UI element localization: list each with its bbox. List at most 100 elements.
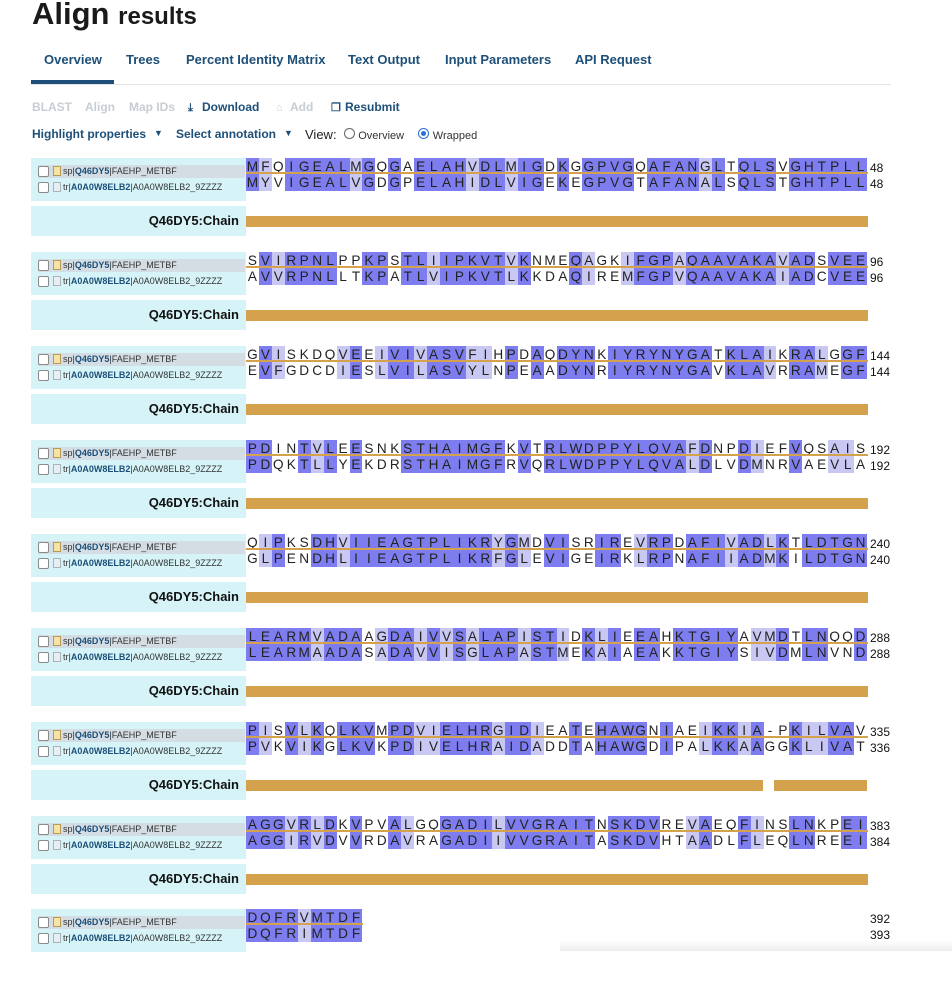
sequence-label-row: sp|Q46DY5|FAEHP_METBF (38, 916, 245, 929)
sequence-accession-link[interactable]: A0A0W8ELB2 (70, 840, 131, 850)
sequence-name[interactable]: tr|A0A0W8ELB2|A0A0W8ELB2_9ZZZZ (63, 463, 222, 475)
chain-annotation-bar[interactable] (246, 874, 868, 885)
sequence-name[interactable]: tr|A0A0W8ELB2|A0A0W8ELB2_9ZZZZ (63, 369, 222, 381)
sequence-name[interactable]: sp|Q46DY5|FAEHP_METBF (63, 916, 177, 928)
view-wrapped-radio[interactable] (418, 128, 430, 140)
add-button[interactable]: ⌂ Add (276, 100, 313, 114)
sequence-accession-link[interactable]: A0A0W8ELB2 (70, 746, 131, 756)
unreviewed-entry-icon (53, 746, 61, 756)
sequence-accession-link[interactable]: Q46DY5 (74, 354, 110, 364)
residue: I (349, 534, 363, 551)
sequence-name[interactable]: tr|A0A0W8ELB2|A0A0W8ELB2_9ZZZZ (63, 839, 222, 851)
sequence-name[interactable]: sp|Q46DY5|FAEHP_METBF (63, 259, 177, 271)
sequence-checkbox[interactable] (38, 448, 49, 459)
download-button[interactable]: ⤓ Download (188, 100, 259, 115)
residue: S (390, 253, 400, 268)
residue: P (660, 534, 673, 551)
sequence-checkbox[interactable] (38, 166, 49, 177)
sequence-checkbox[interactable] (38, 354, 49, 365)
sequence-name[interactable]: tr|A0A0W8ELB2|A0A0W8ELB2_9ZZZZ (63, 651, 222, 663)
sequence-checkbox[interactable] (38, 558, 49, 569)
sequence-name[interactable]: tr|A0A0W8ELB2|A0A0W8ELB2_9ZZZZ (63, 181, 222, 193)
tab-api-request[interactable]: API Request (575, 52, 652, 67)
residue: I (750, 816, 764, 833)
sequence-checkbox[interactable] (38, 917, 49, 928)
sequence-accession-link[interactable]: A0A0W8ELB2 (70, 464, 131, 474)
sequence-checkbox[interactable] (38, 840, 49, 851)
align-button[interactable]: Align (85, 100, 115, 114)
sequence-label-row: tr|A0A0W8ELB2|A0A0W8ELB2_9ZZZZ (38, 369, 245, 382)
sequence-name[interactable]: sp|Q46DY5|FAEHP_METBF (63, 635, 177, 647)
residue: V (338, 833, 348, 848)
chain-annotation-bar[interactable] (246, 686, 868, 697)
sequence-accession-link[interactable]: Q46DY5 (74, 730, 110, 740)
sequence-accession-link[interactable]: Q46DY5 (74, 448, 110, 458)
sequence-name[interactable]: sp|Q46DY5|FAEHP_METBF (63, 165, 177, 177)
sequence-accession-link[interactable]: Q46DY5 (74, 260, 110, 270)
residue: K (517, 252, 531, 269)
sequence-name[interactable]: sp|Q46DY5|FAEHP_METBF (63, 541, 177, 553)
sequence-checkbox[interactable] (38, 824, 49, 835)
chain-annotation-bar[interactable] (773, 780, 868, 791)
residue: A (608, 722, 622, 739)
sequence-name[interactable]: tr|A0A0W8ELB2|A0A0W8ELB2_9ZZZZ (63, 275, 222, 287)
sequence-checkbox[interactable] (38, 746, 49, 757)
tab-input-parameters[interactable]: Input Parameters (445, 52, 552, 67)
sequence-name[interactable]: tr|A0A0W8ELB2|A0A0W8ELB2_9ZZZZ (63, 557, 222, 569)
sequence-accession-link[interactable]: Q46DY5 (74, 636, 110, 646)
highlight-properties-dropdown[interactable]: Highlight properties ▼ (32, 127, 163, 141)
sequence-name[interactable]: sp|Q46DY5|FAEHP_METBF (63, 729, 177, 741)
sequence-checkbox[interactable] (38, 370, 49, 381)
sequence-checkbox[interactable] (38, 730, 49, 741)
residue: S (364, 363, 374, 378)
sequence-accession-link[interactable]: Q46DY5 (74, 917, 110, 927)
select-annotation-dropdown[interactable]: Select annotation ▼ (176, 127, 293, 141)
tab-trees[interactable]: Trees (126, 52, 160, 67)
tab-percent-identity-matrix[interactable]: Percent Identity Matrix (186, 52, 326, 67)
chain-annotation-bar[interactable] (246, 780, 763, 791)
sequence-accession-link[interactable]: Q46DY5 (74, 824, 110, 834)
sequence-checkbox[interactable] (38, 652, 49, 663)
sequence-accession-link[interactable]: A0A0W8ELB2 (70, 652, 131, 662)
chain-annotation-bar[interactable] (246, 216, 868, 227)
residue: T (828, 534, 842, 551)
sequence-checkbox[interactable] (38, 933, 49, 944)
residue: F (634, 268, 648, 285)
alignment-block: sp|Q46DY5|FAEHP_METBF tr|A0A0W8ELB2|A0A0W… (31, 346, 891, 426)
sequence-checkbox[interactable] (38, 464, 49, 475)
residue: G (297, 158, 311, 175)
sequence-checkbox[interactable] (38, 276, 49, 287)
chain-annotation-bar[interactable] (246, 498, 868, 509)
chain-annotation-bar[interactable] (246, 592, 868, 603)
residue: R (284, 925, 298, 942)
sequence-name[interactable]: sp|Q46DY5|FAEHP_METBF (63, 447, 177, 459)
sequence-accession-link[interactable]: A0A0W8ELB2 (70, 182, 131, 192)
sequence-name[interactable]: tr|A0A0W8ELB2|A0A0W8ELB2_9ZZZZ (63, 745, 222, 757)
sequence-accession-link[interactable]: Q46DY5 (74, 166, 110, 176)
tab-text-output[interactable]: Text Output (348, 52, 420, 67)
resubmit-button[interactable]: ❐ Resubmit (331, 100, 400, 114)
blast-button[interactable]: BLAST (32, 100, 72, 114)
tab-overview[interactable]: Overview (44, 52, 102, 67)
sequence-name[interactable]: sp|Q46DY5|FAEHP_METBF (63, 823, 177, 835)
map-ids-button[interactable]: Map IDs (129, 100, 176, 114)
sequence-name[interactable]: sp|Q46DY5|FAEHP_METBF (63, 353, 177, 365)
sequence-accession-link[interactable]: Q46DY5 (74, 542, 110, 552)
residue: V (258, 268, 272, 285)
residue: A (440, 174, 453, 191)
residue: T (636, 175, 645, 190)
sequence-accession-link[interactable]: A0A0W8ELB2 (70, 276, 131, 286)
sequence-checkbox[interactable] (38, 542, 49, 553)
residue: K (621, 816, 635, 833)
sequence-accession-link[interactable]: A0A0W8ELB2 (70, 558, 131, 568)
sequence-checkbox[interactable] (38, 182, 49, 193)
residue: I (854, 816, 867, 833)
sequence-checkbox[interactable] (38, 260, 49, 271)
sequence-accession-link[interactable]: A0A0W8ELB2 (70, 933, 131, 943)
chain-annotation-bar[interactable] (246, 404, 868, 415)
sequence-checkbox[interactable] (38, 636, 49, 647)
chain-annotation-bar[interactable] (246, 310, 868, 321)
view-overview-radio[interactable] (343, 128, 355, 140)
sequence-accession-link[interactable]: A0A0W8ELB2 (70, 370, 131, 380)
sequence-name[interactable]: tr|A0A0W8ELB2|A0A0W8ELB2_9ZZZZ (63, 932, 222, 944)
